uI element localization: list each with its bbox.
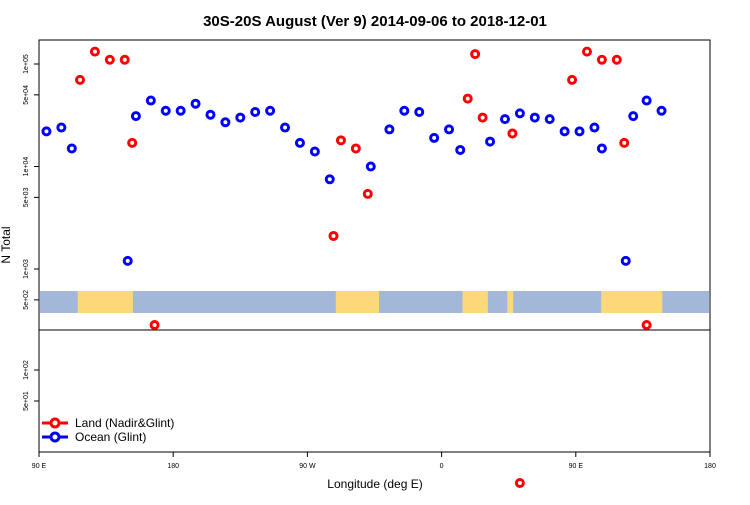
point-ocean	[656, 105, 667, 116]
point-ocean	[66, 143, 77, 154]
x-tick-label: 90 E	[32, 463, 47, 470]
map-land	[77, 291, 133, 313]
y-tick-label: 1e+03	[23, 259, 30, 279]
point-ocean	[56, 122, 67, 133]
point-ocean	[559, 126, 570, 137]
x-tick-label: 180	[167, 463, 179, 470]
point-ocean	[429, 132, 440, 143]
lower-plot-frame	[38, 329, 711, 453]
point-ocean	[145, 95, 156, 106]
x-tick-label: 90 W	[299, 463, 316, 470]
x-tick-label: 0	[440, 463, 444, 470]
point-ocean	[596, 143, 607, 154]
point-ocean	[544, 114, 555, 125]
point-ocean	[574, 126, 585, 137]
point-ocean	[529, 112, 540, 123]
upper-plot-frame	[38, 39, 711, 331]
map-land	[601, 291, 663, 313]
point-ocean	[190, 98, 201, 109]
point-ocean	[309, 146, 320, 157]
point-ocean	[384, 124, 395, 135]
y-axis-lower: 5e+01 1e+02	[23, 360, 39, 411]
x-axis-title: Longitude (deg E)	[327, 477, 422, 491]
point-land	[104, 54, 115, 65]
y-tick-label: 5e+02	[23, 290, 30, 310]
point-land	[119, 54, 130, 65]
point-land	[328, 230, 339, 241]
legend: Land (Nadir&Glint) Ocean (Glint)	[42, 416, 174, 444]
point-ocean	[122, 255, 133, 266]
point-land	[514, 477, 525, 488]
legend-label-ocean: Ocean (Glint)	[75, 430, 146, 444]
map-land	[335, 291, 379, 313]
y-tick-label: 1e+05	[23, 54, 30, 74]
y-tick-label: 1e+02	[23, 360, 30, 380]
point-land	[89, 46, 100, 57]
x-tick-label: 180	[704, 463, 716, 470]
point-ocean	[414, 107, 425, 118]
y-tick-label: 1e+04	[23, 157, 30, 177]
x-axis: 90 E 180 90 W 0 90 E 180	[32, 452, 716, 470]
point-land	[611, 54, 622, 65]
point-ocean	[444, 124, 455, 135]
point-ocean	[589, 122, 600, 133]
point-ocean	[499, 114, 510, 125]
point-ocean	[220, 117, 231, 128]
legend-marker-land	[49, 417, 61, 429]
point-ocean	[455, 144, 466, 155]
map-land	[462, 291, 488, 313]
point-land	[75, 74, 86, 85]
y-tick-label: 5e+01	[23, 391, 30, 411]
point-land	[641, 320, 652, 330]
point-land	[477, 112, 488, 123]
point-ocean	[235, 112, 246, 123]
point-ocean	[365, 161, 376, 172]
point-ocean	[280, 122, 291, 133]
point-ocean	[324, 174, 335, 185]
point-ocean	[160, 105, 171, 116]
series-points	[41, 46, 667, 488]
legend-marker-ocean	[49, 431, 61, 443]
point-land	[149, 320, 160, 330]
y-tick-label: 5e+03	[23, 187, 30, 207]
point-land	[350, 143, 361, 154]
point-land	[507, 128, 518, 139]
point-ocean	[250, 107, 261, 118]
y-axis-upper: 5e+02 1e+03 5e+03 1e+04 5e+04 1e+05	[23, 54, 39, 310]
point-ocean	[641, 95, 652, 106]
point-ocean	[175, 105, 186, 116]
point-ocean	[485, 136, 496, 147]
chart-title: 30S-20S August (Ver 9) 2014-09-06 to 201…	[203, 13, 547, 30]
point-land	[581, 46, 592, 57]
point-ocean	[41, 126, 52, 137]
point-ocean	[265, 105, 276, 116]
point-land	[335, 135, 346, 146]
point-ocean	[205, 109, 216, 120]
point-land	[127, 137, 138, 148]
point-ocean	[514, 108, 525, 119]
point-land	[462, 93, 473, 104]
map-land	[507, 291, 514, 313]
x-tick-label: 90 E	[569, 463, 584, 470]
point-land	[362, 188, 373, 199]
point-land	[470, 49, 481, 60]
y-axis-title: N Total	[0, 226, 13, 263]
point-ocean	[130, 111, 141, 122]
point-land	[567, 74, 578, 85]
point-ocean	[628, 111, 639, 122]
y-tick-label: 5e+04	[23, 85, 30, 105]
point-ocean	[620, 255, 631, 266]
map-strip	[40, 291, 709, 313]
point-ocean	[294, 137, 305, 148]
legend-label-land: Land (Nadir&Glint)	[75, 416, 174, 430]
point-ocean	[399, 105, 410, 116]
point-land	[619, 137, 630, 148]
point-land	[596, 54, 607, 65]
